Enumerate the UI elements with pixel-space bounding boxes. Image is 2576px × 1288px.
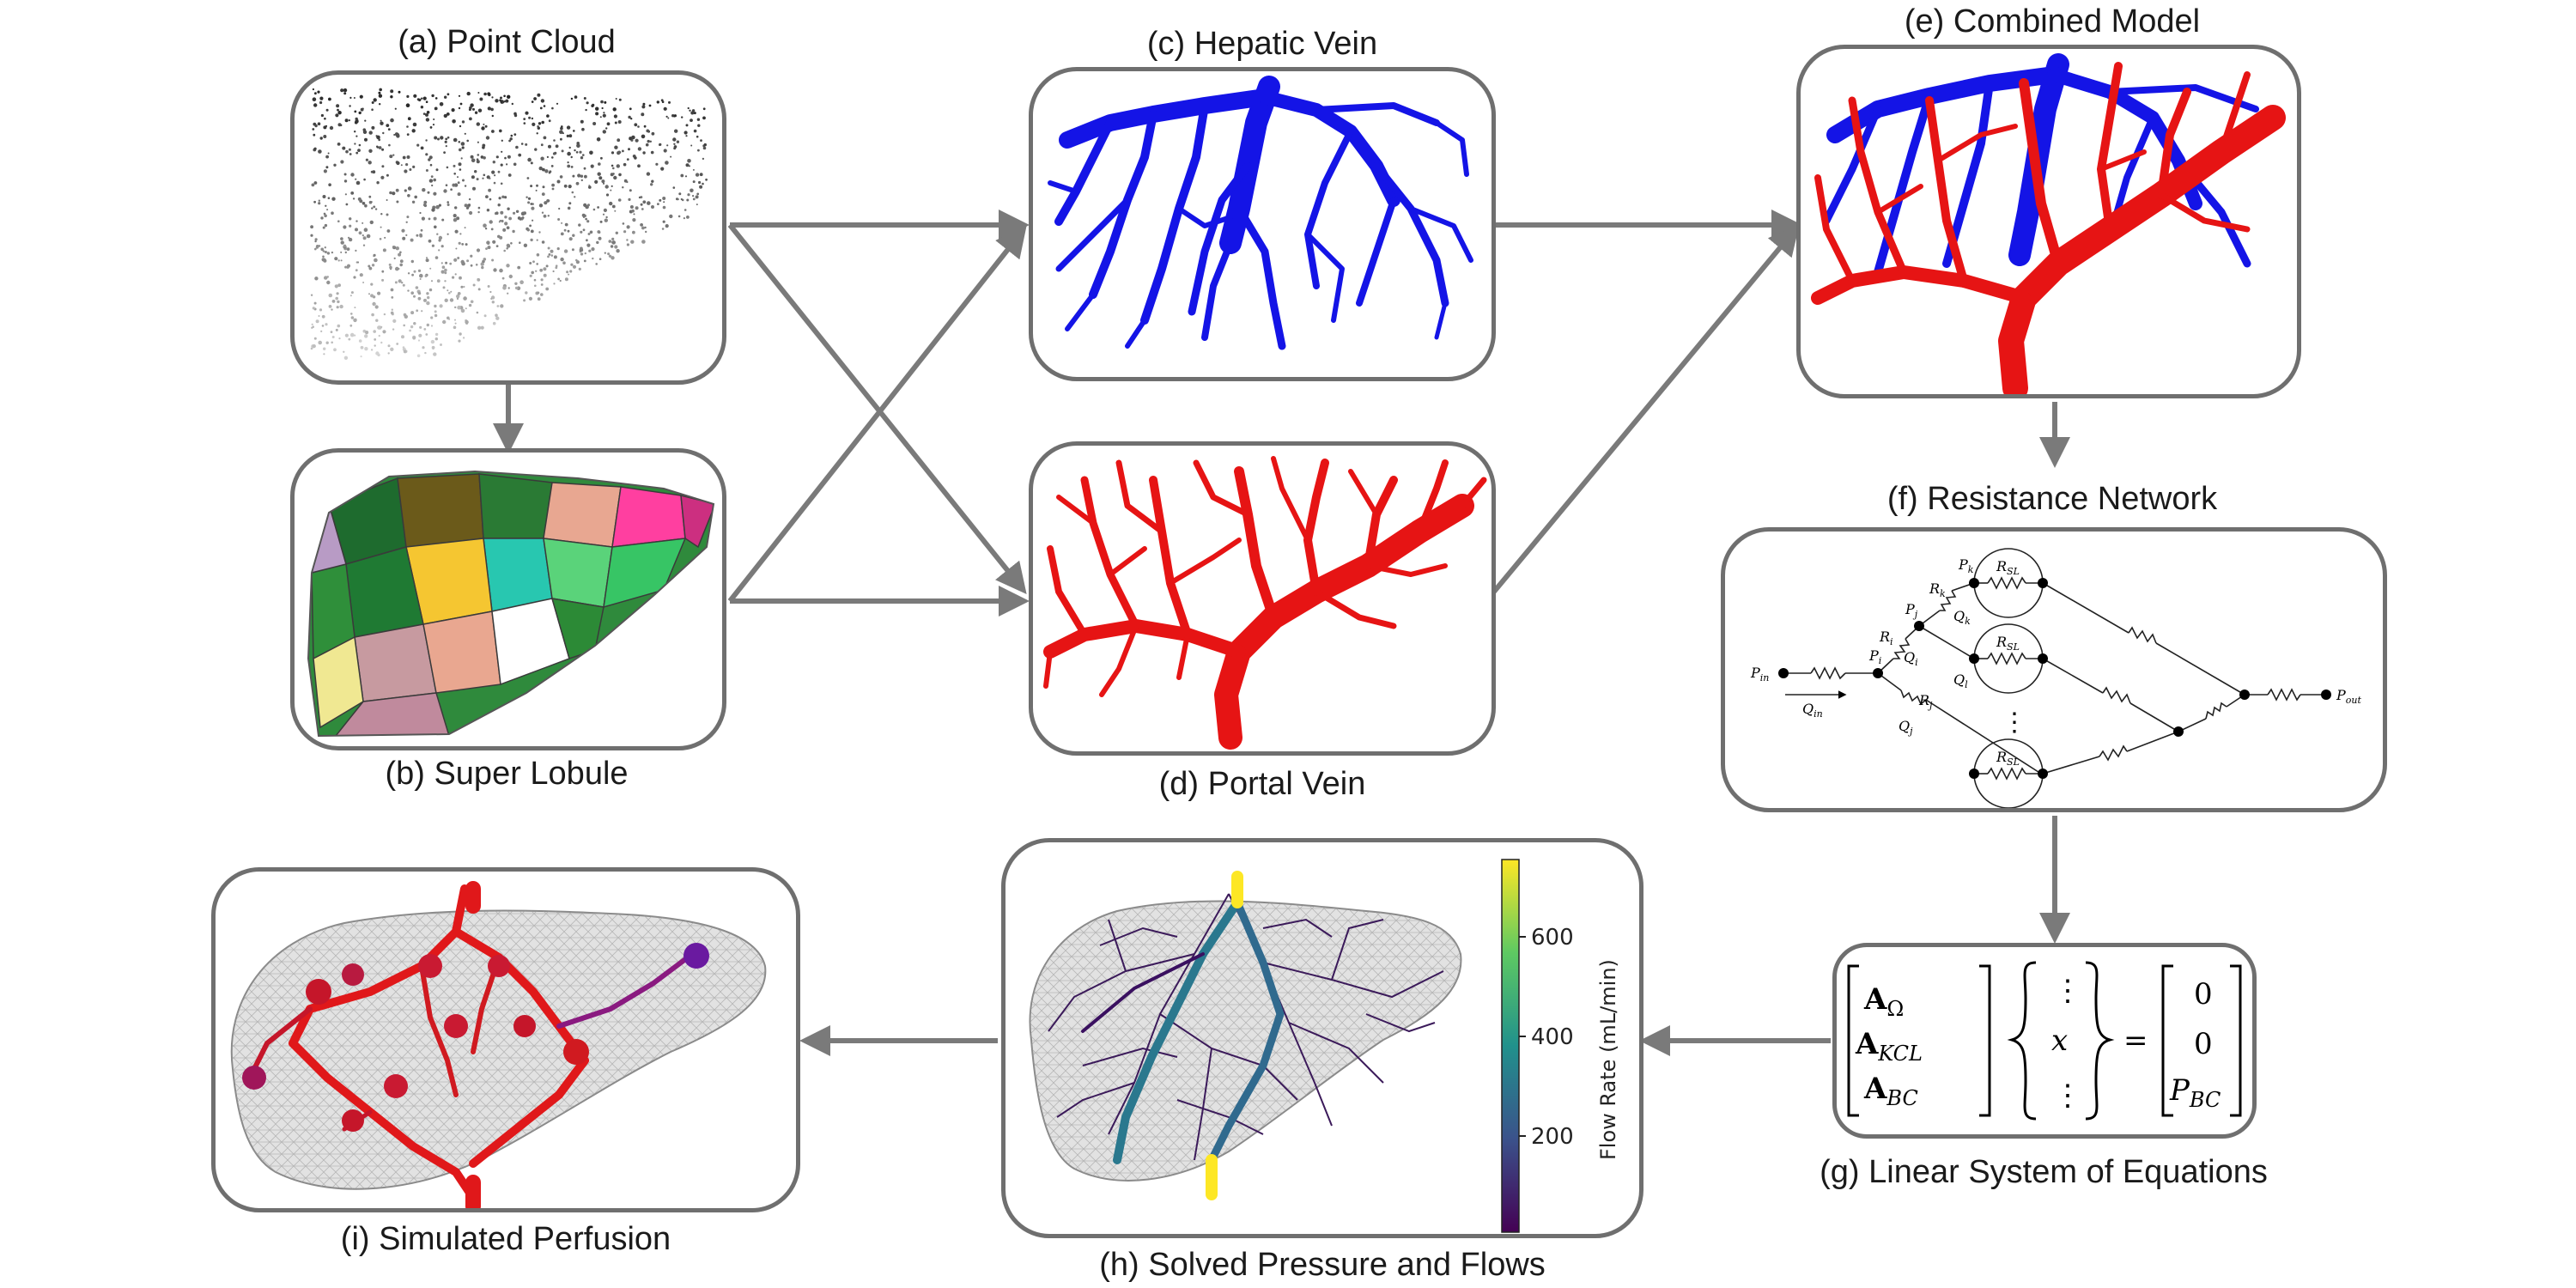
caption-linear-system: (g) Linear System of Equations (1820, 1154, 2268, 1190)
panel-simulated-perfusion (211, 867, 800, 1212)
caption-portal-vein: (d) Portal Vein (1158, 766, 1366, 802)
label-q-i: Qi (1904, 649, 1918, 668)
rhs-zero-1: 0 (2194, 977, 2213, 1012)
caption-point-cloud: (a) Point Cloud (398, 24, 616, 60)
caption-simulated-perfusion: (i) Simulated Perfusion (340, 1221, 671, 1257)
portal-vein-image (1043, 456, 1487, 750)
label-p-in: Pin (1750, 665, 1769, 683)
panel-solved-flows: 200 400 600 Flow Rate (mL/min) (1001, 838, 1643, 1238)
vector-x: x (2051, 1024, 2068, 1058)
matrix-a-kcl: AKCL (1855, 1027, 1923, 1066)
point-cloud-image (310, 88, 708, 360)
label-p-k: Pk (1958, 556, 1974, 575)
caption-solved-flows: (h) Solved Pressure and Flows (1099, 1247, 1546, 1283)
label-q-k: Qk (1953, 608, 1971, 627)
simulated-perfusion-image (230, 881, 767, 1208)
panel-hepatic-vein (1029, 67, 1496, 381)
colorbar-title: Flow Rate (mL/min) (1596, 959, 1620, 1160)
panel-combined-model (1796, 45, 2301, 398)
label-r-j: Rj (1918, 692, 1933, 711)
linear-system-equation: AΩ AKCL ABC ⋮ x ⋮ = 0 0 PBC (1847, 961, 2242, 1121)
caption-hepatic-vein: (c) Hepatic Vein (1146, 26, 1378, 62)
label-q-j: Qj (1899, 718, 1913, 737)
panel-linear-system: AΩ AKCL ABC ⋮ x ⋮ = 0 0 PBC (1832, 943, 2257, 1139)
label-p-out: Pout (2336, 687, 2361, 706)
network-ellipsis: ⋮ (2002, 708, 2027, 738)
colorbar-label-600: 600 (1531, 925, 1574, 951)
matrix-a-omega: AΩ (1863, 982, 1904, 1021)
caption-combined-model: (e) Combined Model (1904, 3, 2201, 39)
arrow-b-to-c (727, 225, 1027, 603)
label-r-i: Ri (1879, 629, 1893, 647)
caption-super-lobule: (b) Super Lobule (385, 756, 629, 792)
panel-resistance-network: Pin Qin Pi Ri Qi Pj Rk Qk Pk RSL Ql RSL … (1721, 527, 2387, 812)
label-q-in: Qin (1802, 701, 1823, 720)
equals-sign: = (2123, 1024, 2148, 1058)
colorbar-label-400: 400 (1531, 1024, 1574, 1050)
panel-super-lobule (290, 448, 726, 750)
panel-portal-vein (1029, 441, 1496, 756)
arrow-a-to-d (727, 223, 1027, 595)
matrix-a-bc: ABC (1863, 1072, 1918, 1110)
caption-resistance-network: (f) Resistance Network (1886, 481, 2218, 517)
colorbar (1501, 859, 1520, 1233)
super-lobule-image (307, 470, 715, 738)
label-p-i: Pi (1868, 647, 1881, 666)
panel-point-cloud (290, 70, 726, 385)
label-r-sl-bottom: RSL (1996, 749, 2020, 768)
vector-dots-top: ⋮ (2053, 974, 2082, 1008)
colorbar-label-200: 200 (1531, 1124, 1574, 1150)
arrow-d-to-e (1487, 224, 1800, 598)
label-r-sl-top: RSL (1996, 558, 2020, 577)
label-r-sl-mid: RSL (1996, 634, 2020, 653)
vector-dots-bottom: ⋮ (2053, 1078, 2082, 1113)
label-p-j: Pj (1905, 601, 1918, 620)
resistance-network-diagram: Pin Qin Pi Ri Qi Pj Rk Qk Pk RSL Ql RSL … (1750, 548, 2361, 808)
label-q-l: Ql (1953, 671, 1968, 690)
rhs-p-bc: PBC (2169, 1073, 2221, 1112)
label-r-k: Rk (1929, 580, 1946, 599)
combined-model-image (1811, 53, 2286, 394)
rhs-zero-2: 0 (2194, 1027, 2213, 1061)
hepatic-vein-image (1048, 76, 1473, 350)
solved-flows-image: 200 400 600 Flow Rate (mL/min) (1029, 859, 1620, 1233)
